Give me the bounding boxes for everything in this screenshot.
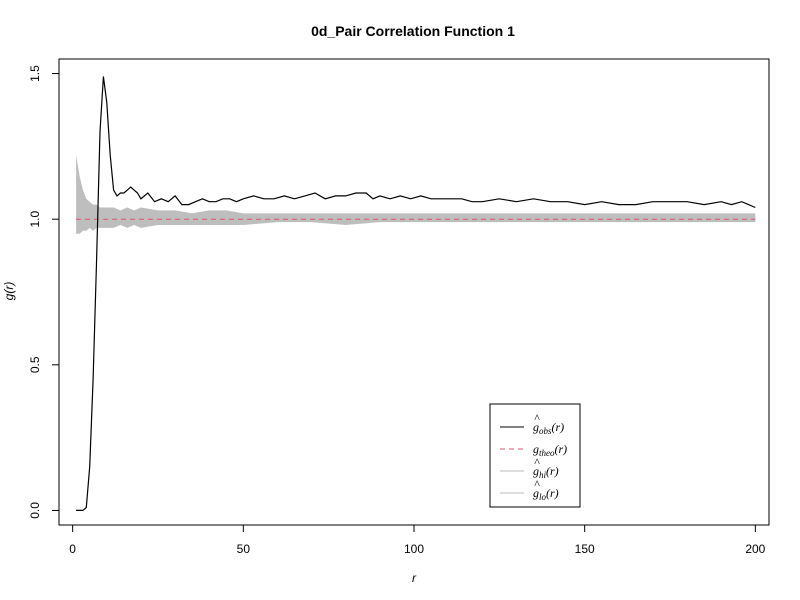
x-tick-label: 0 (69, 542, 76, 556)
y-tick-label: 1.5 (28, 65, 42, 82)
legend-label-theo: gtheo(r) (533, 442, 567, 458)
legend-hat-hi: ^ (534, 455, 540, 469)
y-axis-label: g(r) (2, 282, 16, 301)
envelope-band-area (76, 155, 756, 234)
x-tick-label: 100 (404, 542, 424, 556)
y-tick-label: 0.0 (28, 502, 42, 519)
x-axis-label: r (412, 571, 417, 585)
x-tick-label: 150 (575, 542, 595, 556)
legend-hat-lo: ^ (534, 477, 540, 491)
plot-frame (58, 58, 770, 526)
legend-label-hi: ghi(r) (533, 464, 559, 480)
y-tick-label: 0.5 (28, 356, 42, 373)
y-axis: 0.0 0.5 1.0 1.5 (28, 65, 60, 519)
x-tick-label: 50 (237, 542, 251, 556)
x-tick-label: 200 (745, 542, 765, 556)
legend-box (489, 403, 581, 508)
chart-title: 0d_Pair Correlation Function 1 (311, 23, 515, 39)
legend-hat-obs: ^ (534, 411, 540, 425)
envelope-band (76, 155, 756, 234)
x-axis: 0 50 100 150 200 (69, 524, 766, 556)
legend-label-lo: glo(r) (533, 486, 559, 502)
series-line-obs (76, 76, 756, 511)
legend-label-obs: gobs(r) (533, 420, 564, 436)
series-lines (76, 76, 756, 511)
y-tick-label: 1.0 (28, 211, 42, 228)
legend: gobs(r)^gtheo(r)ghi(r)^glo(r)^ (489, 403, 581, 508)
